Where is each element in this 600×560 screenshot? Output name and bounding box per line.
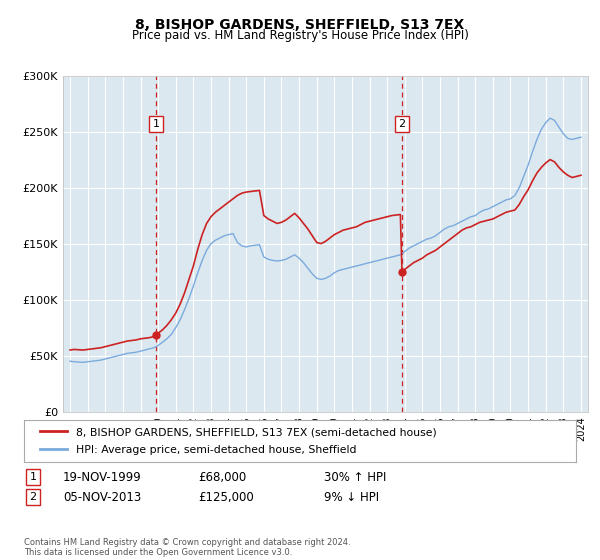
Text: 19-NOV-1999: 19-NOV-1999 bbox=[63, 470, 142, 484]
Text: 2: 2 bbox=[398, 119, 406, 129]
Text: 30% ↑ HPI: 30% ↑ HPI bbox=[324, 470, 386, 484]
Text: 1: 1 bbox=[152, 119, 160, 129]
Text: 8, BISHOP GARDENS, SHEFFIELD, S13 7EX: 8, BISHOP GARDENS, SHEFFIELD, S13 7EX bbox=[136, 18, 464, 32]
Text: 2: 2 bbox=[29, 492, 37, 502]
Text: 1: 1 bbox=[29, 472, 37, 482]
Text: £68,000: £68,000 bbox=[198, 470, 246, 484]
Text: 9% ↓ HPI: 9% ↓ HPI bbox=[324, 491, 379, 504]
Text: Price paid vs. HM Land Registry's House Price Index (HPI): Price paid vs. HM Land Registry's House … bbox=[131, 29, 469, 43]
Text: £125,000: £125,000 bbox=[198, 491, 254, 504]
Text: 05-NOV-2013: 05-NOV-2013 bbox=[63, 491, 141, 504]
Text: Contains HM Land Registry data © Crown copyright and database right 2024.
This d: Contains HM Land Registry data © Crown c… bbox=[24, 538, 350, 557]
Legend: 8, BISHOP GARDENS, SHEFFIELD, S13 7EX (semi-detached house), HPI: Average price,: 8, BISHOP GARDENS, SHEFFIELD, S13 7EX (s… bbox=[35, 422, 442, 460]
